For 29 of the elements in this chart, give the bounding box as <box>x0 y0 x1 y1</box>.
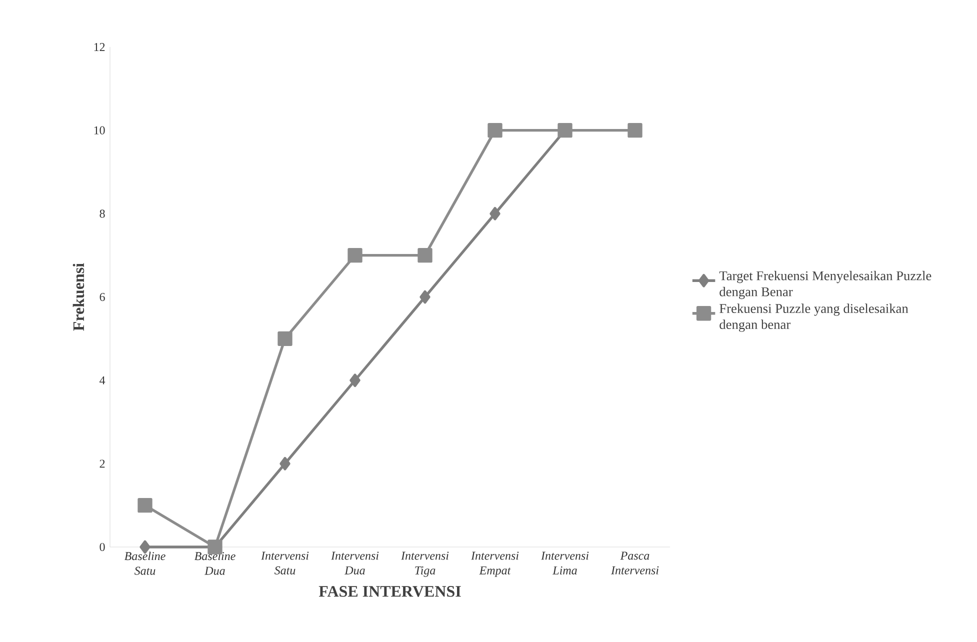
x-tick-label: Intervensi Tiga <box>400 552 449 577</box>
point <box>348 248 362 263</box>
point <box>350 374 360 387</box>
y-axis-title: Frekuensi <box>72 263 84 331</box>
y-tick-label: 0 <box>100 542 105 552</box>
point <box>280 457 290 470</box>
legend-label: Target Frekuensi Menyelesaikan Puzzle dengan Benar <box>719 270 932 300</box>
y-tick-label: 8 <box>100 210 105 218</box>
x-tick-label: Pasca Intervensi <box>610 552 659 574</box>
legend-label: Frekuensi Puzzle yang diselesaikan dengan benar <box>720 304 908 332</box>
x-tick-label: Intervensi Satu <box>260 552 309 574</box>
x-tick-label: Baseline Satu <box>124 552 166 575</box>
x-tick-label: Intervensi Empat <box>470 552 519 577</box>
x-tick-label: Baseline Dua <box>194 552 236 575</box>
y-tick-label: 2 <box>100 460 105 468</box>
point <box>490 206 500 220</box>
x-tick-label: Intervensi Lima <box>540 552 589 574</box>
x-axis-title: FASE INTERVENSI <box>318 586 461 597</box>
point <box>278 331 292 346</box>
point <box>420 290 430 304</box>
y-tick-label: 4 <box>100 376 106 384</box>
y-tick-label: 10 <box>94 126 105 134</box>
point <box>488 122 502 138</box>
y-tick-label: 12 <box>94 43 105 51</box>
point <box>138 498 152 513</box>
point <box>628 122 642 138</box>
x-tick-label: Intervensi Dua <box>330 552 379 574</box>
point <box>418 248 432 263</box>
y-tick-label: 6 <box>100 292 105 302</box>
